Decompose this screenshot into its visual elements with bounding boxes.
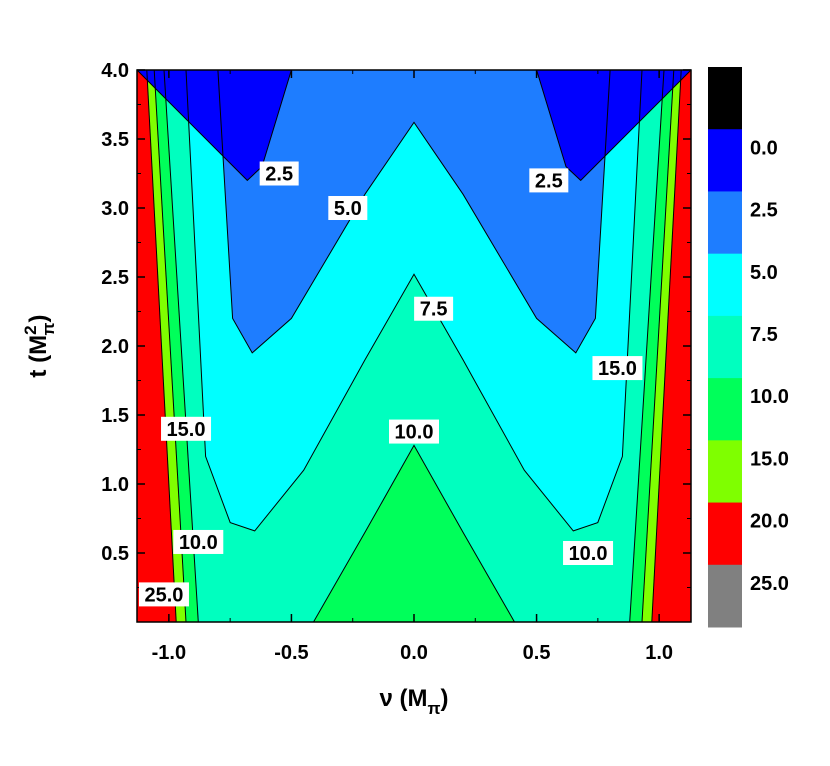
contour-label-text: 2.5 bbox=[265, 164, 293, 186]
colorbar-band bbox=[708, 191, 742, 255]
contour-line-c2-5 bbox=[137, 70, 292, 182]
contour-label-box bbox=[138, 582, 189, 607]
y-tick-label: 0.5 bbox=[101, 543, 129, 565]
contour-label-text: 15.0 bbox=[167, 419, 206, 441]
contour-line-c5-0 bbox=[217, 70, 611, 354]
colorbar-band bbox=[708, 564, 742, 628]
contour-line-c15-right bbox=[629, 70, 665, 622]
x-tick-label: -1.0 bbox=[152, 642, 186, 664]
contour-line-c2-5-right bbox=[536, 70, 691, 182]
x-tick-label: 1.0 bbox=[645, 642, 673, 664]
x-tick-label: 0.0 bbox=[400, 642, 428, 664]
y-tick-label: 4.0 bbox=[101, 60, 129, 82]
region-2-5-right bbox=[536, 70, 691, 181]
contour-label-box bbox=[389, 419, 439, 444]
contour-label-box bbox=[563, 541, 614, 565]
colorbar-label: 20.0 bbox=[750, 511, 789, 533]
contour-label-text: 10.0 bbox=[395, 422, 434, 444]
contour-label-box bbox=[592, 356, 643, 381]
colorbar-band bbox=[708, 253, 742, 317]
colorbar-label: 10.0 bbox=[750, 386, 789, 408]
colorbar-label: 0.0 bbox=[750, 137, 778, 159]
contour-label: 10.0 bbox=[563, 541, 614, 565]
contour-label-text: 10.0 bbox=[569, 543, 608, 565]
contour-label-box bbox=[328, 196, 368, 220]
colorbar-label: 7.5 bbox=[750, 324, 778, 346]
contour-label-text: 5.0 bbox=[334, 198, 362, 220]
region-15-0-center bbox=[313, 445, 515, 622]
contour-label: 25.0 bbox=[138, 582, 189, 607]
contour-line-c25-left bbox=[146, 70, 177, 622]
colorbar-label: 25.0 bbox=[750, 573, 789, 595]
region-5-0 bbox=[217, 70, 611, 353]
contour-line-c20-right bbox=[641, 70, 675, 622]
contour-label: 2.5 bbox=[529, 168, 569, 193]
colorbar-label: 5.0 bbox=[750, 262, 778, 284]
axis-ticks: -1.0 -0.5 0.0 0.5 1.0 0.5 1.0 1.5 2.0 2.5 3.0 3.5 4.… bbox=[101, 60, 691, 664]
y-tick-label: 1.5 bbox=[101, 405, 129, 427]
y-tick-label: 2.0 bbox=[101, 336, 129, 358]
contour-label-text: 25.0 bbox=[144, 584, 183, 606]
colorbar-label: 2.5 bbox=[750, 200, 778, 222]
y-tick-label: 2.5 bbox=[101, 267, 129, 289]
contour-label: 2.5 bbox=[259, 161, 299, 186]
contour-line-c7-5 bbox=[185, 70, 643, 532]
x-tick-label: -0.5 bbox=[274, 642, 308, 664]
colorbar-band bbox=[708, 502, 742, 566]
contour-label-box bbox=[161, 416, 212, 441]
y-tick-label: 1.0 bbox=[101, 474, 129, 496]
contour-label-text: 2.5 bbox=[535, 170, 563, 192]
colorbar-label: 15.0 bbox=[750, 448, 789, 470]
contour-label: 15.0 bbox=[592, 356, 643, 381]
contour-label-box bbox=[173, 529, 224, 554]
contour-line-c25-right bbox=[651, 70, 682, 622]
contour-label-box bbox=[414, 296, 454, 321]
colorbar-band bbox=[708, 440, 742, 504]
contour-label-text: 15.0 bbox=[598, 358, 637, 380]
y-tick-label: 3.5 bbox=[101, 129, 129, 151]
colorbar-band bbox=[708, 67, 742, 130]
contour-label-text: 7.5 bbox=[420, 299, 448, 321]
colorbar: 0.0 2.5 5.0 7.5 10.0 15.0 20.0 25.0 bbox=[708, 67, 789, 628]
contour-label: 7.5 bbox=[414, 296, 454, 321]
contour-line-c10-0 bbox=[313, 444, 515, 622]
colorbar-band bbox=[708, 315, 742, 379]
colorbar-band bbox=[708, 378, 742, 441]
y-tick-label: 3.0 bbox=[101, 198, 129, 220]
x-axis-label: ν (Mπ) bbox=[379, 685, 448, 718]
contour-label-box bbox=[529, 168, 569, 193]
region-2-5-left bbox=[137, 70, 292, 181]
contour-labels: 2.5 2.5 5.0 7.5 10.0 15.0 15.0 10.0 10.0 25.0 bbox=[138, 161, 643, 607]
x-tick-label: 0.5 bbox=[523, 642, 551, 664]
contour-label: 15.0 bbox=[161, 416, 212, 441]
contour-label: 5.0 bbox=[328, 196, 368, 220]
contour-label: 10.0 bbox=[389, 419, 439, 444]
contour-label-box bbox=[259, 161, 299, 186]
y-axis-label: t (M2π) bbox=[21, 314, 58, 377]
colorbar-band bbox=[708, 129, 742, 192]
contour-label-text: 10.0 bbox=[179, 532, 218, 554]
contour-label: 10.0 bbox=[173, 529, 224, 554]
